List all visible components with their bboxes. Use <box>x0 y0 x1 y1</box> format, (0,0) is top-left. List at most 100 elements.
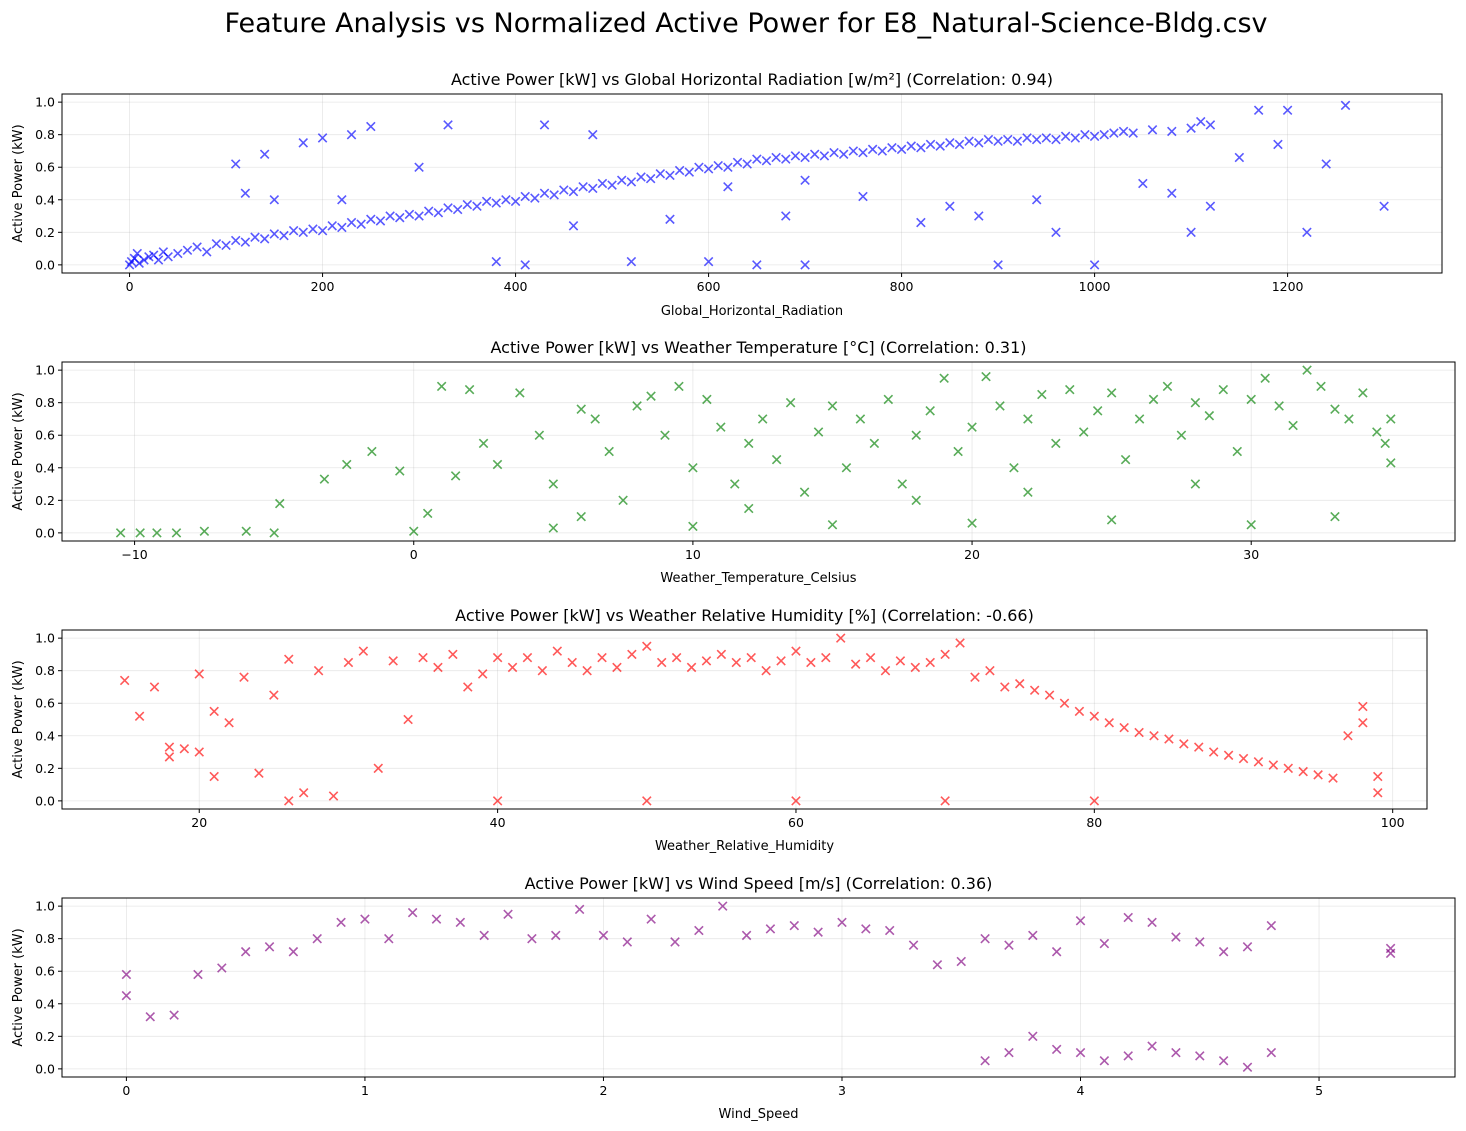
data-point <box>1119 722 1129 733</box>
x-tick-label: −10 <box>121 547 147 562</box>
data-point <box>645 173 656 184</box>
y-tick-label: 0.8 <box>35 931 55 946</box>
data-point <box>407 907 418 918</box>
data-point <box>674 165 685 176</box>
x-axis-label: Weather_Relative_Humidity <box>655 839 834 854</box>
data-point <box>515 388 525 398</box>
data-point <box>964 136 974 146</box>
data-point <box>1186 227 1196 238</box>
data-point <box>539 120 550 130</box>
data-point <box>781 211 791 221</box>
gridlines <box>62 362 1455 541</box>
data-point <box>665 170 675 181</box>
data-point <box>622 937 633 947</box>
data-point <box>1009 463 1019 473</box>
data-point <box>983 134 994 145</box>
data-point <box>790 151 801 161</box>
data-point <box>1234 152 1245 163</box>
data-point <box>656 657 667 668</box>
data-point <box>173 248 183 259</box>
data-point <box>799 487 810 497</box>
data-point <box>1358 388 1368 398</box>
data-point <box>829 147 839 158</box>
data-point <box>1123 912 1133 923</box>
data-point <box>479 930 489 941</box>
data-point <box>858 147 868 158</box>
data-point <box>974 211 984 221</box>
data-point <box>821 652 831 663</box>
data-point <box>980 933 990 944</box>
data-point <box>1195 116 1206 127</box>
data-point <box>395 466 405 476</box>
data-point <box>115 528 126 538</box>
data-point <box>670 937 680 947</box>
data-point <box>139 255 149 265</box>
y-tick-label: 0.2 <box>35 761 55 776</box>
data-point <box>1171 1047 1181 1058</box>
data-point <box>911 430 921 440</box>
data-point <box>1223 750 1234 761</box>
data-point <box>1379 201 1389 212</box>
data-point <box>373 763 384 774</box>
subplot-3: Active Power [kW] vs Weather Relative Hu… <box>11 606 1428 854</box>
data-point <box>598 930 609 941</box>
data-point <box>201 247 212 257</box>
data-point <box>552 646 563 656</box>
scatter-points <box>115 365 1396 538</box>
data-point <box>1232 446 1243 457</box>
data-point <box>319 474 330 484</box>
data-point <box>1064 384 1075 395</box>
data-point <box>761 665 771 676</box>
data-point <box>1288 420 1298 431</box>
data-point <box>1120 454 1131 465</box>
data-point <box>819 151 830 161</box>
data-point <box>259 234 270 244</box>
data-point <box>384 933 394 944</box>
data-point <box>1075 1047 1086 1058</box>
subplot-title: Active Power [kW] vs Wind Speed [m/s] (C… <box>525 874 993 893</box>
data-point <box>967 518 977 528</box>
data-point <box>452 204 463 215</box>
data-point <box>288 946 299 957</box>
data-point <box>240 946 251 957</box>
data-point <box>269 229 280 239</box>
axes-frame <box>61 93 1443 274</box>
gridlines <box>62 898 1455 1077</box>
data-point <box>1274 401 1284 411</box>
data-point <box>1051 946 1062 957</box>
data-point <box>194 669 205 679</box>
data-point <box>360 914 370 924</box>
data-point <box>791 796 801 806</box>
y-tick-label: 0.2 <box>35 493 55 508</box>
data-point <box>717 901 728 911</box>
data-point <box>149 682 160 692</box>
data-point <box>752 260 762 270</box>
data-point <box>861 924 871 934</box>
data-point <box>993 260 1003 270</box>
data-point <box>1134 414 1145 424</box>
data-point <box>1023 414 1033 424</box>
data-point <box>366 214 376 225</box>
data-point <box>655 168 666 179</box>
data-point <box>317 133 328 143</box>
x-tick-label: 80 <box>1086 815 1102 830</box>
data-point <box>491 256 502 267</box>
data-point <box>855 414 866 424</box>
data-point <box>746 652 756 663</box>
data-point <box>588 183 598 194</box>
data-point <box>827 401 838 411</box>
data-point <box>492 459 503 470</box>
data-point <box>1070 133 1081 143</box>
data-point <box>1059 698 1070 708</box>
data-point <box>1023 487 1033 497</box>
data-point <box>576 404 586 414</box>
data-point <box>956 956 967 967</box>
data-point <box>548 523 559 533</box>
y-axis-label: Active Power (kW) <box>11 124 26 242</box>
data-point <box>848 146 859 156</box>
data-point <box>642 796 652 806</box>
data-point <box>1246 394 1256 405</box>
data-point <box>507 662 518 673</box>
data-point <box>686 662 697 673</box>
data-point <box>995 401 1005 411</box>
